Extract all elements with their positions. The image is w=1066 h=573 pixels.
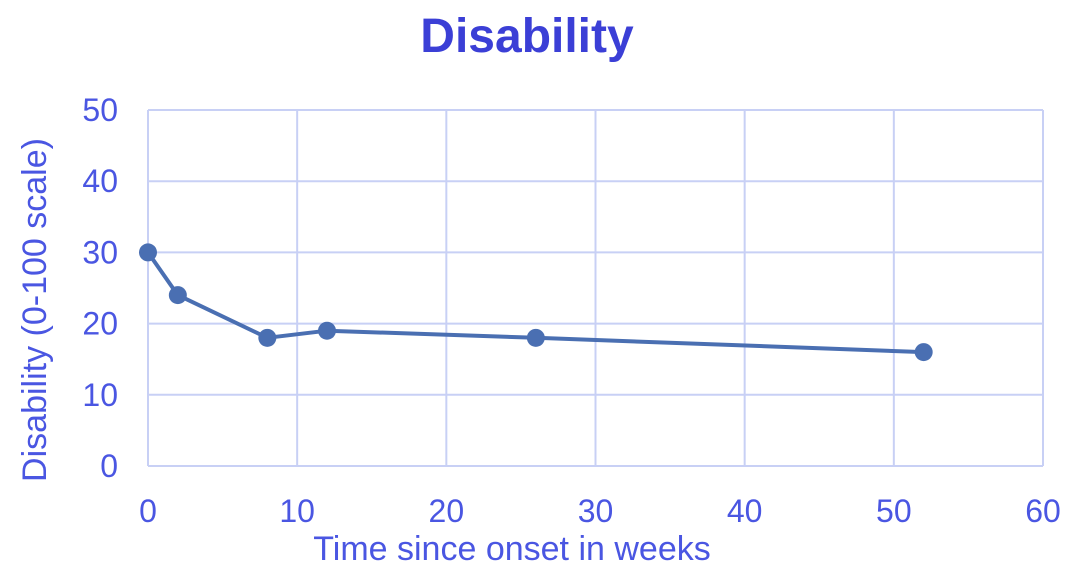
data-point — [168, 286, 187, 305]
data-point — [318, 321, 336, 340]
x-tick-label: 10 — [279, 493, 315, 529]
data-point — [914, 343, 933, 362]
data-point — [526, 328, 545, 347]
x-tick-label: 60 — [1025, 493, 1061, 529]
y-tick-label: 0 — [100, 448, 118, 484]
y-tick-label: 20 — [82, 306, 118, 342]
x-tick-label: 20 — [429, 493, 465, 529]
y-tick-label: 40 — [82, 163, 118, 199]
series-layer — [139, 243, 933, 362]
chart-title: Disability — [420, 10, 634, 63]
y-tick-label: 30 — [82, 234, 118, 270]
x-tick-label: 40 — [727, 493, 763, 529]
y-tick-label: 50 — [82, 92, 118, 128]
x-tick-label: 50 — [876, 493, 912, 529]
x-tick-label: 30 — [578, 493, 614, 529]
x-axis-label: Time since onset in weeks — [313, 530, 710, 568]
grid — [147, 109, 1044, 467]
data-point — [258, 328, 277, 347]
y-axis-label: Disability (0-100 scale) — [16, 138, 54, 482]
tick-labels: 0 10 20 30 40 50 60 0 10 20 30 40 50 — [82, 92, 1060, 529]
y-tick-label: 10 — [82, 377, 118, 413]
x-tick-label: 0 — [139, 493, 157, 529]
data-point — [139, 243, 157, 262]
